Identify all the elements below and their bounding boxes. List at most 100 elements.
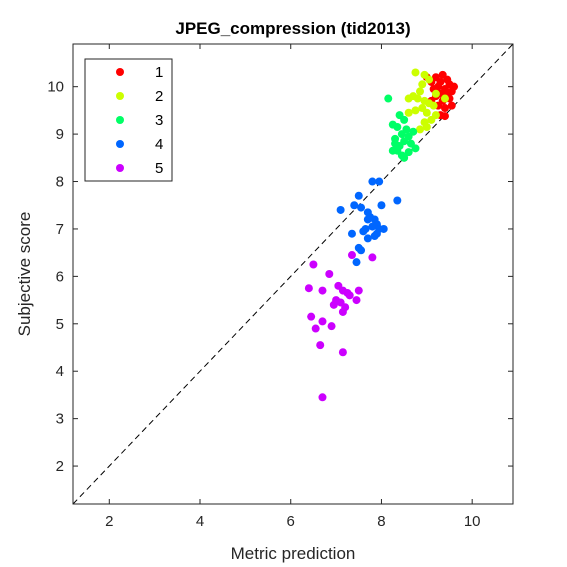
- data-point-series-1: [440, 104, 449, 113]
- y-axis-ticks: 2 3 4 5 6 7 8 9 10: [47, 79, 513, 475]
- x-tick-label: 2: [105, 513, 113, 530]
- data-point-series-4: [363, 215, 372, 224]
- data-point-series-3: [404, 148, 413, 157]
- data-point-series-2: [422, 108, 431, 117]
- x-axis-ticks: 2 4 6 8 10: [105, 44, 481, 530]
- y-tick-label: 4: [56, 363, 64, 380]
- data-point-series-5: [316, 341, 325, 350]
- y-tick-label: 7: [56, 221, 64, 238]
- data-point-series-1: [450, 82, 459, 91]
- data-point-series-5: [327, 322, 336, 331]
- legend-label-1: 1: [155, 64, 163, 81]
- y-tick-label: 10: [47, 79, 64, 96]
- data-point-series-4: [357, 246, 366, 255]
- data-point-series-2: [411, 106, 420, 115]
- legend-marker-4: [116, 140, 124, 148]
- data-point-series-3: [400, 115, 409, 124]
- data-point-series-5: [318, 317, 327, 326]
- data-point-series-3: [391, 139, 400, 148]
- x-tick-label: 4: [196, 513, 204, 530]
- data-point-series-5: [304, 284, 313, 293]
- data-point-series-2: [422, 122, 431, 131]
- chart-title: JPEG_compression (tid2013): [175, 19, 410, 38]
- data-point-series-5: [354, 286, 363, 295]
- x-tick-label: 6: [287, 513, 295, 530]
- data-point-series-4: [347, 229, 356, 238]
- data-point-series-3: [411, 144, 420, 153]
- data-point-series-2: [418, 80, 427, 89]
- legend-box: [84, 58, 173, 182]
- y-axis-label: Subjective score: [15, 212, 34, 337]
- data-point-series-4: [363, 234, 372, 243]
- x-tick-label: 8: [377, 513, 385, 530]
- data-point-series-4: [363, 208, 372, 217]
- data-point-series-5: [368, 253, 377, 262]
- data-point-series-3: [393, 122, 402, 131]
- data-point-series-2: [427, 115, 436, 124]
- data-point-series-4: [368, 177, 377, 186]
- legend-label-2: 2: [155, 88, 163, 105]
- data-point-series-2: [404, 108, 413, 117]
- data-point-series-4: [350, 201, 359, 210]
- data-point-series-5: [318, 286, 327, 295]
- data-point-series-1: [440, 112, 449, 121]
- data-point-series-4: [377, 201, 386, 210]
- y-tick-label: 2: [56, 458, 64, 475]
- legend-marker-1: [116, 68, 124, 76]
- data-point-series-4: [370, 232, 379, 241]
- legend-label-5: 5: [155, 160, 163, 177]
- data-point-series-4: [354, 191, 363, 200]
- y-tick-label: 6: [56, 268, 64, 285]
- y-tick-label: 9: [56, 126, 64, 143]
- y-tick-label: 8: [56, 174, 64, 191]
- data-point-series-5: [345, 291, 354, 300]
- data-point-series-4: [336, 205, 345, 214]
- data-point-series-5: [338, 348, 347, 357]
- plot-frame: [72, 43, 514, 505]
- data-point-series-2: [431, 89, 440, 98]
- data-point-series-1: [434, 82, 443, 91]
- data-point-series-2: [416, 125, 425, 134]
- data-point-series-4: [379, 224, 388, 233]
- legend-label-4: 4: [155, 136, 163, 153]
- data-point-series-3: [384, 94, 393, 103]
- data-point-series-5: [307, 312, 316, 321]
- data-point-series-5: [352, 296, 361, 305]
- data-point-series-5: [318, 393, 327, 402]
- legend-label-3: 3: [155, 112, 163, 129]
- data-point-series-5: [325, 270, 334, 278]
- data-point-series-2: [411, 68, 420, 77]
- data-point-series-4: [393, 196, 402, 205]
- data-point-series-5: [311, 324, 320, 333]
- data-point-series-3: [397, 130, 406, 139]
- legend-marker-5: [116, 164, 124, 172]
- data-point-series-4: [357, 203, 366, 212]
- data-point-series-5: [309, 260, 318, 269]
- data-point-series-3: [400, 153, 409, 162]
- data-points: [304, 68, 459, 402]
- data-point-series-2: [425, 75, 434, 84]
- data-point-series-2: [416, 87, 425, 96]
- data-point-series-5: [338, 307, 347, 316]
- x-tick-label: 10: [464, 513, 481, 530]
- legend-marker-2: [116, 92, 124, 100]
- legend-marker-3: [116, 116, 124, 124]
- data-point-series-2: [413, 94, 422, 103]
- legend: 1 2 3 4 5: [84, 58, 173, 182]
- data-point-series-1: [443, 75, 452, 84]
- data-point-series-4: [368, 222, 377, 231]
- y-tick-label: 3: [56, 411, 64, 428]
- data-point-series-1: [447, 101, 456, 110]
- data-point-series-4: [375, 177, 384, 186]
- data-point-series-4: [359, 227, 368, 236]
- data-point-series-2: [429, 101, 438, 110]
- x-axis-label: Metric prediction: [231, 544, 356, 563]
- data-point-series-2: [440, 94, 449, 103]
- y-tick-label: 5: [56, 316, 64, 333]
- data-point-series-4: [352, 258, 361, 267]
- data-point-series-5: [329, 300, 338, 309]
- reference-diagonal-line: [73, 44, 513, 504]
- data-point-series-5: [347, 251, 356, 260]
- data-point-series-2: [404, 94, 413, 103]
